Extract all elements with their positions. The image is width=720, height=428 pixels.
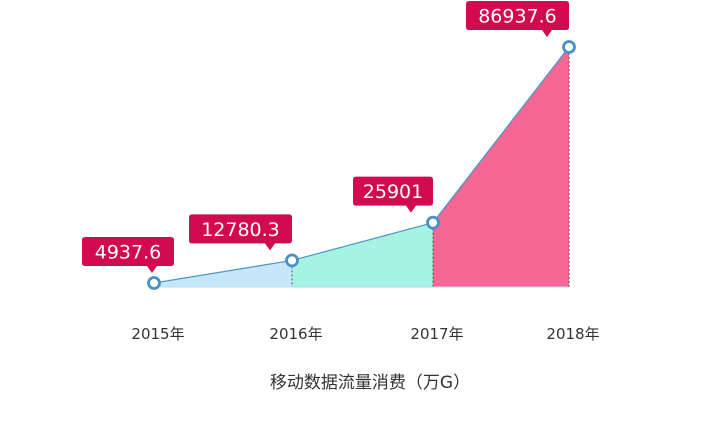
data-point-1 [147,276,161,290]
callout-box [353,176,433,213]
divider-lines [291,53,570,287]
callout-box [189,214,292,251]
value-callout-3: 25901 [353,176,433,213]
value-callout-2: 12780.3 [189,214,292,251]
data-point-3 [426,215,440,230]
x-tick-label: 2015年 [131,325,184,343]
x-tick-label: 2016年 [269,325,322,343]
callout-label: 12780.3 [201,219,280,241]
data-point-2 [285,253,299,268]
value-callout-4: 86937.6 [466,1,569,37]
x-tick-label: 2017年 [410,325,463,343]
callout-label: 25901 [363,181,423,203]
area-segments [154,47,569,287]
callout-box [82,237,174,273]
callout-box [466,1,569,37]
area-segment-3 [433,47,569,287]
value-callout-1: 4937.6 [82,237,174,273]
area-segment-2 [292,222,433,287]
area-segment-1 [154,260,292,287]
chart-title: 移动数据流量消费（万G） [270,373,470,393]
callout-label: 86937.6 [478,6,557,28]
value-callouts: 4937.6 12780.3 25901 86937.6 [82,1,569,273]
x-axis-ticks: 2015年 2016年 2017年 2018年 [131,325,599,343]
callout-label: 4937.6 [95,242,161,264]
data-point-4 [562,40,576,54]
data-markers [147,40,576,290]
x-tick-label: 2018年 [546,325,599,343]
trend-line [153,46,570,284]
